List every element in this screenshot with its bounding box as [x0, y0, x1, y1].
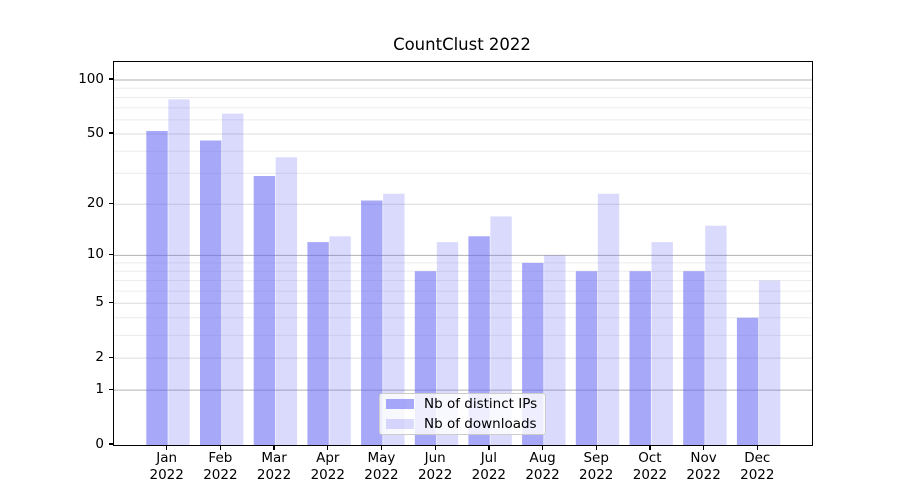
y-tick-mark: [108, 202, 113, 204]
legend-label: Nb of distinct IPs: [424, 396, 538, 412]
x-tick-label: Apr 2022: [296, 450, 360, 483]
x-tick-label-line: 2022: [203, 466, 238, 483]
bar-ips-jan: [146, 131, 168, 445]
x-tick-label-line: 2022: [256, 466, 292, 483]
bar-downloads-mar: [275, 157, 298, 445]
x-tick-label-line: 2022: [149, 466, 184, 483]
x-tick-label: Oct 2022: [618, 450, 682, 483]
x-tick-label: Jun 2022: [403, 450, 467, 483]
y-tick-label: 1: [95, 381, 104, 398]
y-tick-label: 50: [86, 125, 104, 142]
x-tick-label-line: 2022: [740, 466, 775, 483]
bar-ips-apr: [307, 242, 329, 445]
x-tick-label-line: 2022: [417, 466, 453, 483]
bar-downloads-dec: [758, 280, 781, 445]
x-tick-label-line: Jul: [480, 450, 497, 466]
bar-ips-jul: [468, 236, 490, 445]
x-tick-mark: [649, 445, 651, 450]
x-tick-mark: [327, 445, 329, 450]
bar-downloads-apr: [329, 236, 351, 445]
x-tick-mark: [219, 445, 222, 450]
x-tick-label: Feb 2022: [188, 450, 252, 483]
bar-ips-dec: [736, 317, 759, 445]
y-tick-mark: [108, 443, 113, 445]
y-tick-mark: [108, 388, 113, 390]
x-tick-label-line: 2022: [310, 466, 345, 483]
x-tick-label: Sep 2022: [564, 450, 628, 483]
x-tick-label: May 2022: [349, 450, 413, 483]
bar-downloads-may: [383, 193, 405, 445]
x-tick-mark: [434, 445, 436, 450]
plot-area: [113, 61, 813, 446]
y-tick-mark: [108, 301, 113, 303]
bar-downloads-nov: [705, 225, 727, 445]
y-tick-label: 100: [78, 71, 104, 87]
x-tick-label-line: Apr: [316, 450, 340, 466]
bar-downloads-sep: [597, 193, 620, 445]
x-tick-label-line: Dec: [744, 450, 771, 466]
x-tick-label-line: May: [367, 450, 396, 466]
x-tick-mark: [595, 445, 597, 450]
bar-downloads-oct: [651, 242, 673, 445]
x-tick-mark: [166, 445, 168, 450]
y-tick-label: 5: [95, 294, 104, 311]
y-tick-label: 20: [86, 195, 104, 212]
bar-ips-nov: [683, 271, 705, 445]
x-tick-label-line: 2022: [686, 466, 721, 483]
y-tick-label: 2: [95, 349, 104, 366]
x-tick-label-line: Aug: [529, 450, 556, 466]
x-tick-label-line: 2022: [579, 466, 614, 483]
x-tick-label: Aug 2022: [511, 450, 575, 483]
x-tick-label-line: Feb: [208, 450, 233, 466]
x-tick-label-line: Jun: [424, 450, 446, 466]
x-tick-mark: [380, 445, 383, 450]
x-tick-label: Mar 2022: [242, 450, 306, 483]
legend-swatch-distinct-ips: [386, 399, 414, 409]
legend-label: Nb of downloads: [424, 416, 537, 432]
y-tick-mark: [108, 78, 113, 80]
bar-ips-mar: [253, 176, 276, 445]
x-tick-label-line: 2022: [471, 466, 507, 483]
bar-downloads-aug: [544, 255, 566, 445]
y-tick-mark: [108, 356, 113, 358]
y-tick-mark: [108, 132, 113, 134]
bars-svg: [114, 79, 812, 445]
x-tick-label-line: Nov: [690, 450, 717, 466]
chart-title: CountClust 2022: [393, 35, 531, 54]
x-tick-label: Jul 2022: [457, 450, 521, 483]
x-tick-label: Nov 2022: [672, 450, 736, 483]
bar-ips-may: [361, 200, 383, 445]
x-tick-label-line: 2022: [364, 466, 399, 483]
legend: Nb of distinct IPs Nb of downloads: [379, 393, 546, 435]
x-tick-label-line: Sep: [583, 450, 609, 466]
bar-ips-oct: [629, 271, 651, 445]
x-tick-mark: [541, 445, 544, 450]
x-tick-label: Jan 2022: [135, 450, 199, 483]
y-tick-label: 10: [86, 246, 104, 263]
legend-row: Nb of distinct IPs: [380, 394, 545, 414]
x-tick-mark: [756, 445, 758, 450]
x-tick-label-line: Oct: [638, 450, 662, 466]
y-tick-mark: [108, 253, 113, 256]
y-tick-label: 0: [95, 436, 104, 452]
legend-row: Nb of downloads: [380, 414, 545, 434]
x-tick-mark: [488, 445, 490, 450]
x-tick-label-line: 2022: [632, 466, 668, 483]
bar-downloads-feb: [222, 113, 244, 445]
x-tick-mark: [273, 445, 275, 450]
x-tick-label-line: Jan: [156, 450, 178, 466]
bar-downloads-jan: [168, 99, 190, 445]
x-tick-mark: [703, 445, 705, 450]
x-tick-label: Dec 2022: [725, 450, 789, 483]
x-tick-label-line: 2022: [525, 466, 560, 483]
bar-ips-feb: [200, 140, 222, 445]
legend-swatch-downloads: [386, 419, 414, 429]
bar-ips-sep: [575, 271, 598, 445]
x-tick-label-line: Mar: [261, 450, 287, 466]
bar-downloads-jul: [490, 216, 512, 445]
